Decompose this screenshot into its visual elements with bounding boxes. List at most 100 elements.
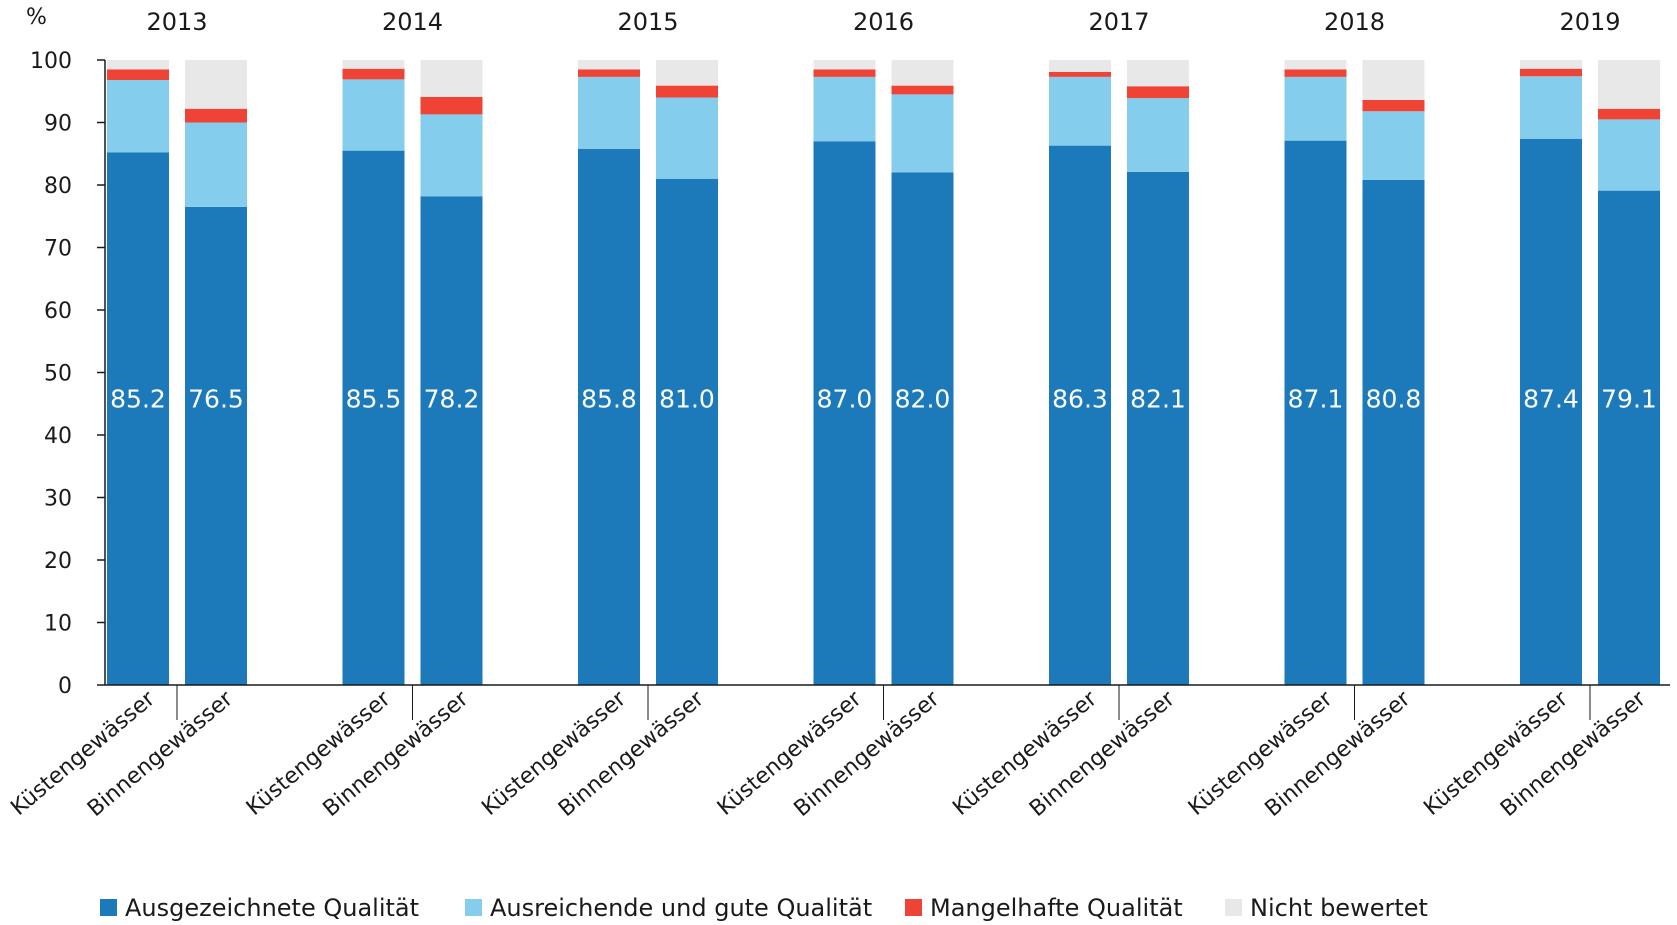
year-label: 2016	[853, 8, 914, 36]
bar-segment-1	[342, 150, 405, 685]
bar-segment-1	[891, 172, 954, 685]
bar-value-label: 85.8	[581, 385, 637, 414]
y-tick-label: 10	[44, 612, 72, 637]
y-tick-label: 80	[44, 174, 72, 199]
year-label: 2019	[1559, 8, 1620, 36]
bar-segment-1	[185, 206, 247, 685]
bar-segment-3	[1049, 71, 1111, 77]
bar-segment-4	[578, 60, 640, 70]
legend-swatch	[100, 899, 117, 916]
bar-segment-3	[891, 85, 954, 95]
bar-segment-4	[107, 60, 169, 70]
category-label: Binnengewässer	[83, 686, 238, 822]
category-label: Binnengewässer	[554, 686, 709, 822]
bar-value-label: 81.0	[659, 385, 715, 414]
bar-segment-4	[1520, 60, 1582, 69]
bar-segment-2	[1598, 119, 1660, 191]
bar-segment-1	[1520, 138, 1582, 685]
bar-segment-1	[578, 148, 640, 685]
bar-segment-1	[1362, 180, 1425, 685]
bar-segment-3	[420, 96, 483, 115]
bar-segment-1	[813, 141, 876, 685]
legend-swatch	[465, 899, 482, 916]
bar-segment-4	[1127, 60, 1189, 87]
category-label: Binnengewässer	[319, 686, 474, 822]
bar-segment-3	[1520, 68, 1582, 77]
bar-segment-3	[185, 108, 247, 123]
category-label: Küstengewässer	[948, 686, 1102, 821]
category-label: Küstengewässer	[6, 686, 160, 821]
bar-segment-4	[1049, 60, 1111, 72]
y-tick-label: 100	[30, 49, 72, 74]
y-tick-label: 90	[44, 112, 72, 137]
category-label: Küstengewässer	[477, 686, 631, 821]
bar-segment-3	[107, 69, 169, 80]
bar-segment-2	[656, 97, 718, 179]
bar-segment-2	[185, 122, 247, 207]
bar-segment-2	[1284, 76, 1347, 141]
category-label: Küstengewässer	[242, 686, 396, 821]
bar-segment-4	[1284, 60, 1347, 70]
bar-segment-4	[1362, 60, 1425, 100]
category-label: Binnengewässer	[790, 686, 945, 822]
bar-value-label: 78.2	[424, 385, 480, 414]
bar-segment-1	[1598, 190, 1660, 685]
bar-segment-1	[1127, 171, 1189, 685]
legend-label: Ausreichende und gute Qualität	[490, 894, 872, 922]
bar-segment-3	[813, 69, 876, 77]
bar-segment-3	[1127, 86, 1189, 99]
bar-segment-1	[107, 152, 169, 685]
legend-label: Mangelhafte Qualität	[930, 894, 1183, 922]
legend-swatch	[905, 899, 922, 916]
bar-value-label: 80.8	[1366, 385, 1422, 414]
y-tick-label: 30	[44, 487, 72, 512]
bar-segment-2	[1127, 98, 1189, 172]
bar-value-label: 82.0	[895, 385, 951, 414]
bar-segment-1	[1049, 145, 1111, 685]
bar-value-label: 79.1	[1601, 385, 1657, 414]
y-tick-label: 20	[44, 549, 72, 574]
bar-segment-2	[1520, 76, 1582, 139]
year-label: 2015	[617, 8, 678, 36]
year-label: 2017	[1088, 8, 1149, 36]
bar-segment-3	[1284, 69, 1347, 77]
bar-segment-3	[342, 68, 405, 80]
bar-segment-4	[342, 60, 405, 69]
bar-value-label: 85.5	[346, 385, 402, 414]
bar-segment-2	[891, 94, 954, 173]
legend-swatch	[1225, 899, 1242, 916]
y-axis-unit-label: %	[26, 5, 47, 30]
category-label: Binnengewässer	[1025, 686, 1180, 822]
bar-segment-2	[1049, 76, 1111, 146]
bar-segment-2	[420, 114, 483, 197]
bar-segment-1	[1284, 140, 1347, 685]
bar-segment-4	[813, 60, 876, 70]
y-tick-label: 50	[44, 362, 72, 387]
bar-segment-4	[656, 60, 718, 86]
bar-value-label: 86.3	[1052, 385, 1108, 414]
bar-segment-2	[578, 76, 640, 149]
bar-segment-1	[656, 178, 718, 685]
bar-segment-2	[813, 76, 876, 142]
category-label: Küstengewässer	[1184, 686, 1338, 821]
bar-value-label: 82.1	[1130, 385, 1186, 414]
bar-segment-1	[420, 196, 483, 685]
y-tick-label: 60	[44, 299, 72, 324]
year-label: 2013	[146, 8, 207, 36]
legend-label: Nicht bewertet	[1250, 894, 1428, 922]
bar-value-label: 76.5	[188, 385, 244, 414]
bar-value-label: 85.2	[110, 385, 166, 414]
year-label: 2018	[1324, 8, 1385, 36]
year-label: 2014	[382, 8, 443, 36]
category-label: Küstengewässer	[1419, 686, 1573, 821]
y-tick-label: 40	[44, 424, 72, 449]
bar-segment-2	[342, 79, 405, 151]
bar-segment-4	[891, 60, 954, 86]
bar-segment-4	[420, 60, 483, 97]
bar-segment-4	[1598, 60, 1660, 109]
legend-label: Ausgezeichnete Qualität	[125, 894, 419, 922]
category-label: Binnengewässer	[1496, 686, 1651, 822]
bar-segment-2	[1362, 111, 1425, 180]
